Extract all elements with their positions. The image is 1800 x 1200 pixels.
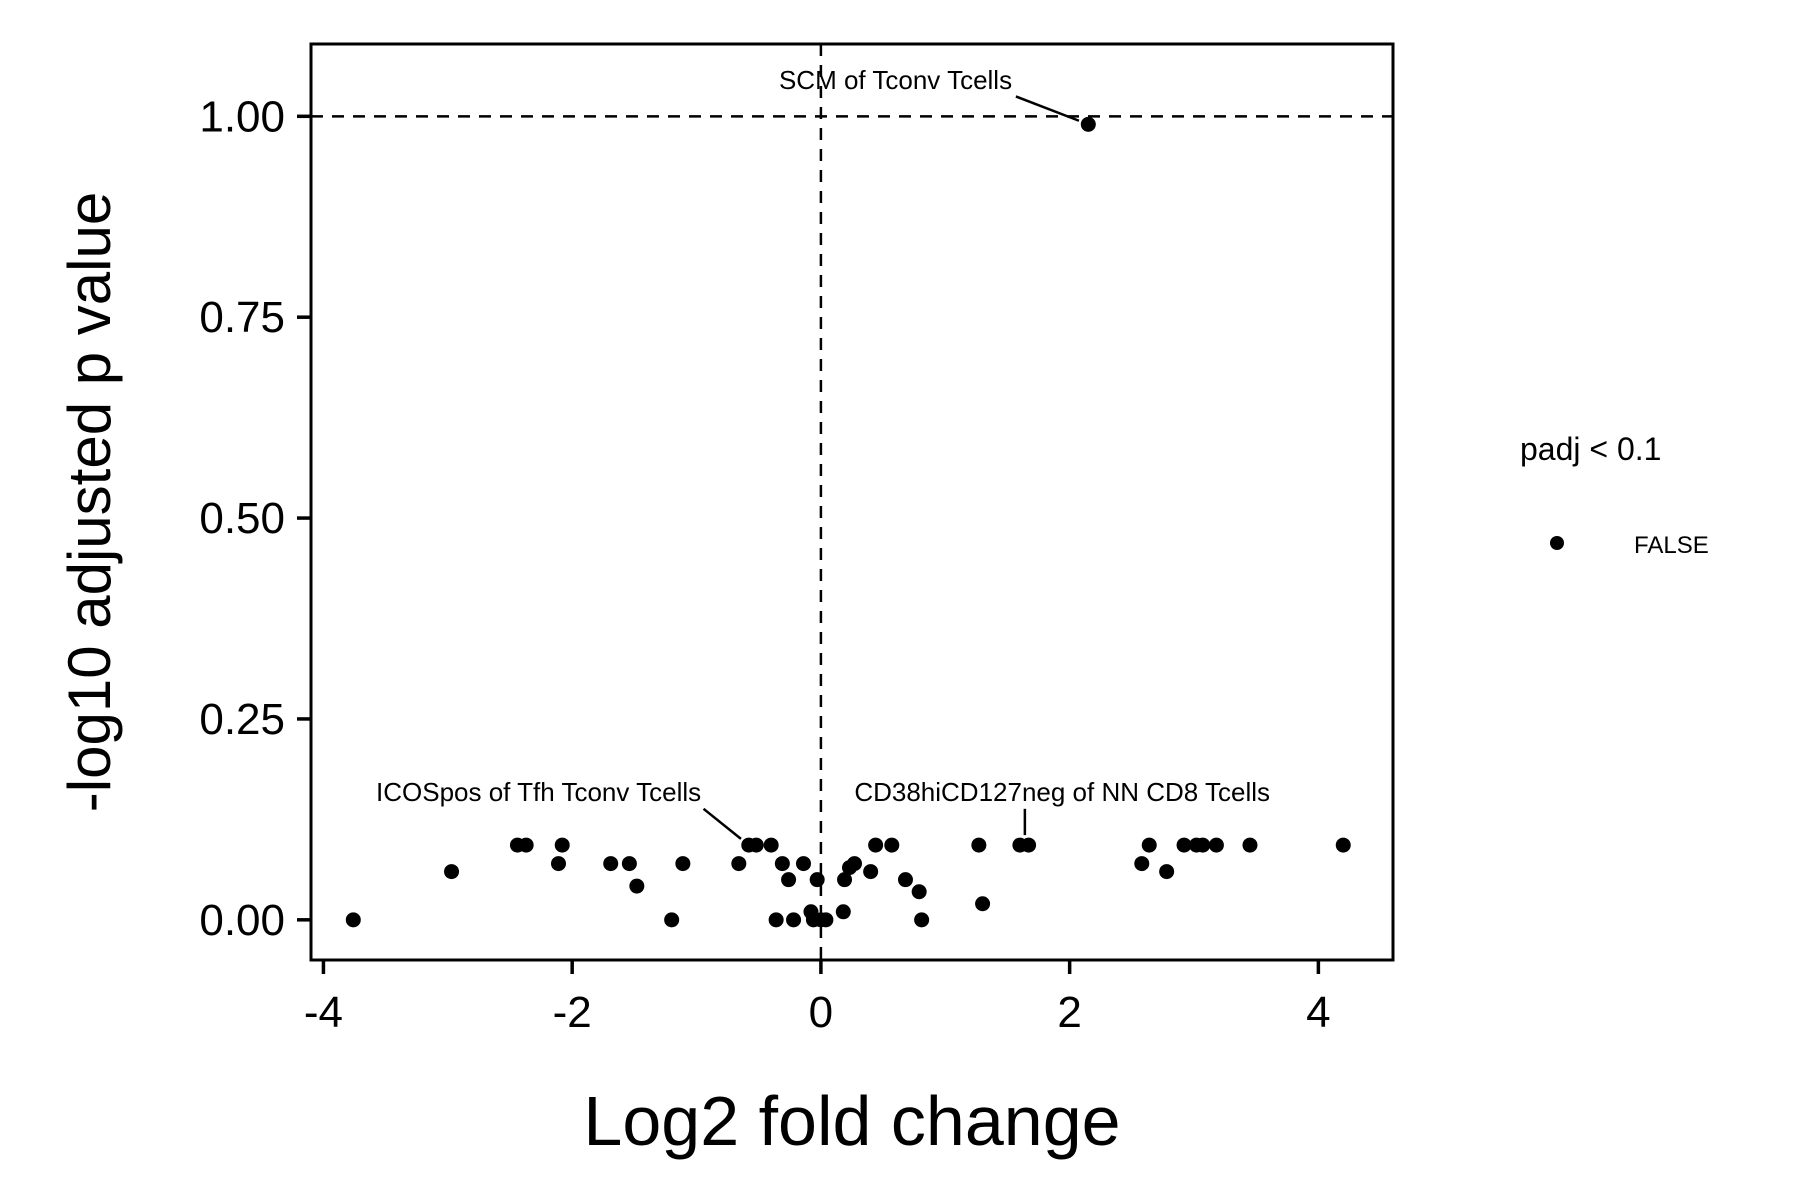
data-point bbox=[863, 864, 879, 880]
annotation-label: CD38hiCD127neg of NN CD8 Tcells bbox=[854, 777, 1270, 807]
data-point bbox=[444, 864, 460, 880]
reference-lines bbox=[311, 44, 1393, 960]
y-axis: 0.00 0.25 0.50 0.75 1.00 bbox=[199, 92, 311, 945]
x-axis-title: Log2 fold change bbox=[583, 1082, 1120, 1160]
y-tick-label: 0.25 bbox=[199, 695, 285, 744]
data-point bbox=[1080, 116, 1096, 132]
data-point bbox=[550, 856, 566, 872]
data-point bbox=[629, 878, 645, 894]
y-tick-label: 1.00 bbox=[199, 92, 285, 141]
plot-panel-border bbox=[309, 42, 1395, 962]
data-point bbox=[1159, 864, 1175, 880]
data-point bbox=[835, 904, 851, 920]
x-tick-label: -2 bbox=[553, 988, 592, 1037]
data-point bbox=[818, 912, 834, 928]
data-point bbox=[971, 837, 987, 853]
data-point bbox=[603, 856, 619, 872]
y-tick-label: 0.50 bbox=[199, 494, 285, 543]
data-point bbox=[1021, 837, 1037, 853]
data-point bbox=[768, 912, 784, 928]
data-point bbox=[1134, 856, 1150, 872]
data-point bbox=[345, 912, 361, 928]
data-point bbox=[781, 872, 797, 888]
data-point bbox=[763, 837, 779, 853]
data-point bbox=[675, 856, 691, 872]
data-point bbox=[1335, 837, 1351, 853]
y-tick-label: 0.00 bbox=[199, 896, 285, 945]
x-tick-label: 0 bbox=[809, 988, 833, 1037]
data-point bbox=[975, 896, 991, 912]
data-point bbox=[914, 912, 930, 928]
data-point bbox=[868, 837, 884, 853]
data-point bbox=[518, 837, 534, 853]
annotation-label: ICOSpos of Tfh Tconv Tcells bbox=[376, 777, 701, 807]
data-point bbox=[795, 856, 811, 872]
data-point bbox=[731, 856, 747, 872]
data-point bbox=[837, 872, 853, 888]
data-point bbox=[1208, 837, 1224, 853]
legend-title: padj < 0.1 bbox=[1520, 431, 1661, 467]
data-point bbox=[884, 837, 900, 853]
data-point bbox=[1141, 837, 1157, 853]
data-point bbox=[554, 837, 570, 853]
data-point bbox=[1242, 837, 1258, 853]
x-tick-label: -4 bbox=[304, 988, 343, 1037]
x-tick-label: 4 bbox=[1306, 988, 1330, 1037]
annotation-label: SCM of Tconv Tcells bbox=[779, 65, 1012, 95]
data-points bbox=[345, 116, 1351, 928]
data-point bbox=[748, 837, 764, 853]
data-point bbox=[897, 872, 913, 888]
data-point bbox=[809, 872, 825, 888]
data-point bbox=[664, 912, 680, 928]
x-tick-label: 2 bbox=[1057, 988, 1081, 1037]
data-point bbox=[621, 856, 637, 872]
y-axis-title: -log10 adjusted p value bbox=[56, 192, 123, 812]
data-point bbox=[1176, 837, 1192, 853]
data-point bbox=[846, 856, 862, 872]
legend-key-point bbox=[1550, 536, 1564, 550]
data-point bbox=[1195, 837, 1211, 853]
annotation-leader bbox=[702, 807, 742, 840]
annotations: SCM of Tconv Tcells ICOSpos of Tfh Tconv … bbox=[376, 65, 1270, 840]
annotation-leader bbox=[1015, 95, 1080, 122]
legend-label-false: FALSE bbox=[1634, 532, 1709, 559]
data-point bbox=[786, 912, 802, 928]
legend: padj < 0.1 FALSE bbox=[1520, 431, 1709, 559]
x-axis: -4 -2 0 2 4 bbox=[304, 960, 1331, 1037]
data-point bbox=[911, 884, 927, 900]
y-tick-label: 0.75 bbox=[199, 293, 285, 342]
data-point bbox=[774, 856, 790, 872]
